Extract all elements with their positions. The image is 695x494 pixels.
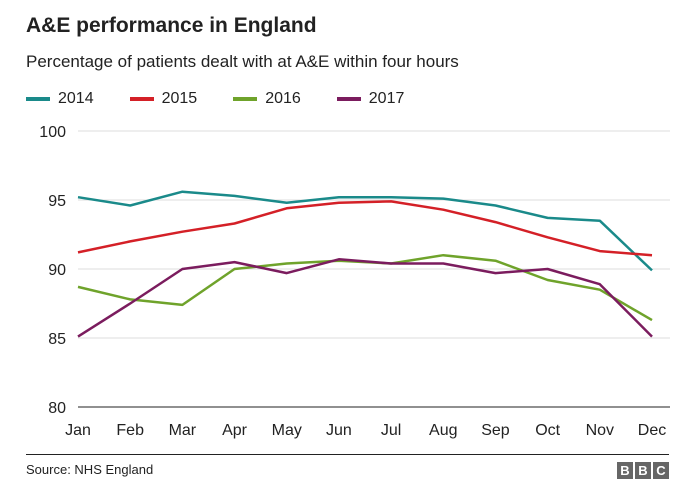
x-tick-label: Jan [65,422,91,439]
x-tick-label: Dec [638,422,666,439]
legend-label: 2017 [368,90,405,107]
x-tick-label: Oct [535,422,560,439]
y-tick-label: 95 [48,193,66,210]
x-tick-label: Aug [429,422,457,439]
legend-item-2017: 2017 [336,90,405,108]
chart-subtitle: Percentage of patients dealt with at A&E… [26,52,459,71]
x-tick-label: Feb [116,422,144,439]
chart-title: A&E performance in England [26,14,317,37]
series-line-2014 [77,190,653,272]
x-tick-label: Jul [381,422,401,439]
legend-swatch [26,97,50,101]
source-note: Source: NHS England [26,462,154,477]
legend-label: 2015 [161,90,198,107]
x-tick-label: Apr [222,422,248,439]
x-tick-label: Jun [326,422,352,439]
chart-legend: 2014 2015 2016 2017 [26,90,440,108]
x-tick-label: Nov [586,422,614,439]
series-line-2016 [77,253,653,322]
y-tick-label: 85 [48,331,66,348]
legend-label: 2016 [265,90,301,107]
y-tick-label: 90 [48,262,66,279]
legend-label: 2014 [58,90,94,107]
legend-swatch [129,97,154,101]
x-tick-label: Sep [481,422,510,439]
legend-swatch [233,97,258,101]
line-chart: 80 85 90 95 100 Jan Feb Mar Apr May Jun Jul Aug Sep Oc… [39,124,670,439]
x-tick-label: May [272,422,302,439]
legend-swatch [336,97,361,101]
footer-divider [26,454,669,455]
y-tick-label: 100 [39,124,66,141]
series-line-2015 [77,200,653,257]
bbc-logo: B B C [617,462,669,479]
bbc-logo-letter: B [635,462,651,479]
legend-item-2014: 2014 [26,90,94,108]
bbc-logo-letter: C [653,462,669,479]
legend-item-2015: 2015 [129,90,198,108]
bbc-logo-letter: B [617,462,633,479]
x-tick-label: Mar [169,422,197,439]
series-line-2017 [77,258,653,338]
legend-item-2016: 2016 [233,90,301,108]
y-tick-label: 80 [48,400,66,417]
